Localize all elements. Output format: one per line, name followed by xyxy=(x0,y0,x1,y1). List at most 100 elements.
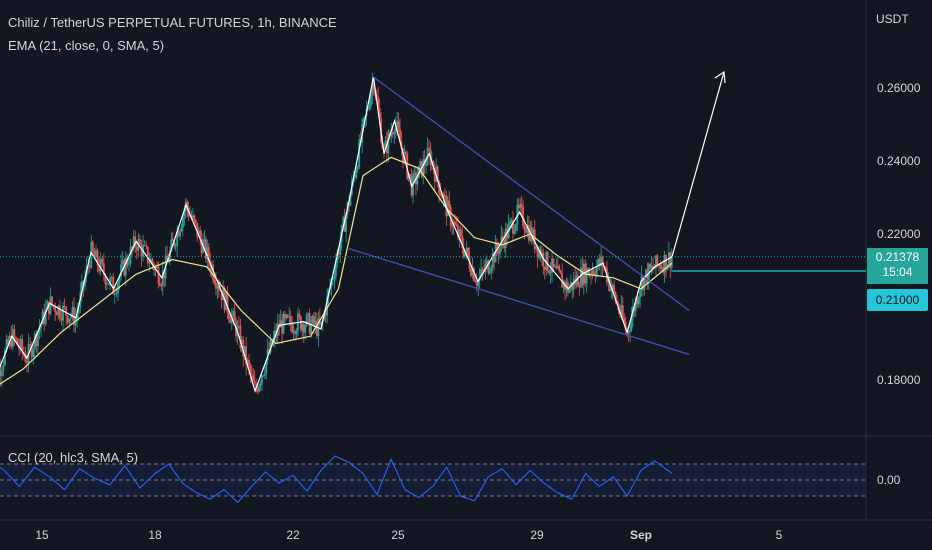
candle-body xyxy=(207,247,210,262)
candle-body xyxy=(268,349,271,353)
candle-body xyxy=(220,290,223,301)
candle-body xyxy=(115,293,118,295)
time-tick-label: 5 xyxy=(776,528,783,542)
candle-body xyxy=(313,316,315,326)
candle-body xyxy=(219,290,222,292)
candle-body xyxy=(558,265,561,271)
candle-body xyxy=(509,221,511,225)
candle-body xyxy=(536,246,539,258)
cci-line xyxy=(0,455,673,504)
candle-body xyxy=(393,132,396,135)
ema-legend[interactable]: EMA (21, close, 0, SMA, 5) xyxy=(8,38,165,53)
candle-body xyxy=(139,239,141,245)
candle-body xyxy=(448,200,451,207)
candle-body xyxy=(549,272,552,274)
cci-tick-label: 0.00 xyxy=(877,473,901,487)
candle-body xyxy=(523,225,526,231)
candle-body xyxy=(37,332,39,347)
candle-body xyxy=(101,259,104,264)
candle-body xyxy=(436,166,439,181)
candle-body xyxy=(282,314,285,334)
candle-body xyxy=(242,339,245,357)
candle-body xyxy=(145,245,148,247)
candle-body xyxy=(46,301,49,309)
candle-body xyxy=(433,169,436,182)
candle-body xyxy=(230,315,233,323)
candle-body xyxy=(535,246,538,250)
candle-body xyxy=(41,311,44,325)
candle-body xyxy=(629,330,631,332)
candle-body xyxy=(60,317,63,321)
candle-body xyxy=(475,282,478,286)
candle-body xyxy=(7,339,9,345)
candle-body xyxy=(444,194,446,197)
price-tick-label: 0.22000 xyxy=(877,227,921,241)
candle-body xyxy=(413,172,416,174)
candle-body xyxy=(305,314,308,326)
candle-body xyxy=(194,219,197,223)
candle-body xyxy=(146,246,149,263)
candle-body xyxy=(186,201,189,209)
symbol-legend[interactable]: Chiliz / TetherUS PERPETUAL FUTURES, 1h,… xyxy=(8,15,337,30)
candle-body xyxy=(110,276,113,278)
candle-body xyxy=(150,259,152,263)
candle-body xyxy=(601,257,604,267)
candle-body xyxy=(449,206,452,226)
candle-body xyxy=(232,311,235,316)
candle-body xyxy=(621,305,624,319)
candle-body xyxy=(262,375,265,377)
candle-body xyxy=(55,312,58,316)
candle-body xyxy=(597,258,600,267)
candle-body xyxy=(15,337,17,339)
arrow-head xyxy=(714,70,726,84)
candle-body xyxy=(422,159,425,177)
candle-body xyxy=(263,373,266,376)
candle-body xyxy=(68,318,71,323)
candle-body xyxy=(595,266,598,276)
candle-body xyxy=(226,292,229,313)
candle-body xyxy=(577,275,579,287)
time-axis[interactable]: 15 18 22 25 29 Sep 5 xyxy=(35,528,782,542)
candle-body xyxy=(239,326,242,349)
candle-body xyxy=(491,253,494,268)
candle-body xyxy=(614,292,617,302)
candle-body xyxy=(486,260,488,265)
candle-body xyxy=(644,269,647,276)
candle-body xyxy=(568,287,571,293)
candle-body xyxy=(653,268,656,270)
candle-body xyxy=(461,235,464,248)
candle-body xyxy=(95,250,97,258)
candle-body xyxy=(669,252,672,268)
candle-body xyxy=(377,97,380,108)
candle-body xyxy=(587,268,590,276)
cci-legend[interactable]: CCI (20, hlc3, SMA, 5) xyxy=(8,450,139,465)
candle-body xyxy=(640,276,643,291)
candle-body xyxy=(353,177,356,179)
candle-body xyxy=(192,215,194,219)
candle-body xyxy=(271,339,273,346)
candle-body xyxy=(140,244,143,257)
candle-body xyxy=(542,252,545,267)
candle-body xyxy=(513,230,516,234)
candle-body xyxy=(173,240,176,247)
candle-body xyxy=(548,270,551,274)
candle-body xyxy=(458,229,461,238)
candle-body xyxy=(49,296,52,315)
candle-body xyxy=(135,246,138,251)
candle-body xyxy=(5,339,8,351)
candle-body xyxy=(582,263,585,285)
time-tick-label: 15 xyxy=(35,528,49,542)
candle-body xyxy=(624,322,627,330)
candle-body xyxy=(176,231,179,246)
candle-body xyxy=(91,242,94,252)
candle-body xyxy=(522,206,524,226)
candle-body xyxy=(362,118,365,124)
candle-body xyxy=(304,325,307,333)
candle-body xyxy=(80,281,83,293)
candle-body xyxy=(40,324,42,329)
candle-body xyxy=(69,316,72,319)
candle-body xyxy=(530,227,533,242)
candle-body xyxy=(343,217,346,232)
